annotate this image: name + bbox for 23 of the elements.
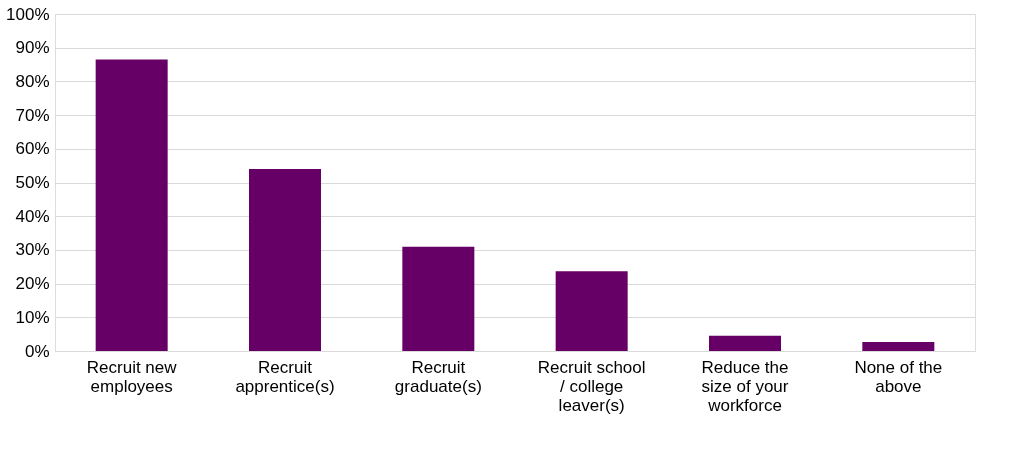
x-tick-label: Recruit apprentice(s) [235,357,335,396]
y-tick-label: 60% [15,139,50,159]
x-tick-label: Recruit graduate(s) [394,357,482,396]
y-tick-label: 30% [15,240,50,260]
y-tick-label: 70% [15,105,50,125]
y-tick-label: 40% [15,206,50,226]
x-tick-label: Reduce the size of your workforce [701,357,789,415]
x-tick-label: Recruit school / college leaver(s) [537,357,646,415]
bar [862,341,935,351]
bar [95,59,168,351]
bar [709,335,781,351]
bar [402,246,475,351]
bar [249,169,321,351]
bar [555,271,628,351]
x-tick-label: None of the above [854,357,943,396]
y-tick-label: 0% [24,341,50,361]
y-tick-label: 80% [15,71,50,91]
y-tick-label: 90% [15,38,50,58]
y-tick-label: 50% [15,173,50,192]
y-tick-label: 10% [15,307,50,327]
y-tick-label: 20% [15,274,50,294]
x-tick-label: Recruit new employees [86,357,178,396]
y-tick-label: 100% [6,4,50,24]
